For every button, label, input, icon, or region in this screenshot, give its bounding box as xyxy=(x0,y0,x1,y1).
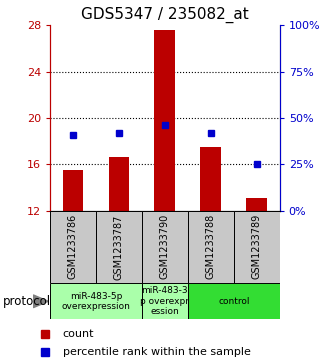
Bar xyxy=(234,211,280,283)
Text: GSM1233786: GSM1233786 xyxy=(68,214,78,280)
Title: GDS5347 / 235082_at: GDS5347 / 235082_at xyxy=(81,7,249,23)
Text: control: control xyxy=(218,297,249,306)
Text: GSM1233790: GSM1233790 xyxy=(160,214,170,280)
Bar xyxy=(155,30,175,216)
Text: percentile rank within the sample: percentile rank within the sample xyxy=(63,347,250,357)
Bar xyxy=(96,211,142,283)
Bar xyxy=(188,211,234,283)
Bar xyxy=(200,147,221,216)
Bar xyxy=(63,170,83,216)
Bar xyxy=(109,157,129,216)
Text: miR-483-5p
overexpression: miR-483-5p overexpression xyxy=(62,291,130,311)
Polygon shape xyxy=(33,295,48,308)
Text: GSM1233788: GSM1233788 xyxy=(206,214,216,280)
Text: protocol: protocol xyxy=(3,295,52,308)
Bar xyxy=(142,283,188,319)
Bar xyxy=(188,283,280,319)
Bar xyxy=(50,283,142,319)
Bar xyxy=(246,198,267,216)
Bar xyxy=(50,211,96,283)
Text: GSM1233789: GSM1233789 xyxy=(252,214,262,280)
Text: count: count xyxy=(63,329,94,339)
Bar xyxy=(142,211,188,283)
Text: miR-483-3
p overexpr
ession: miR-483-3 p overexpr ession xyxy=(140,286,189,316)
Text: GSM1233787: GSM1233787 xyxy=(114,214,124,280)
